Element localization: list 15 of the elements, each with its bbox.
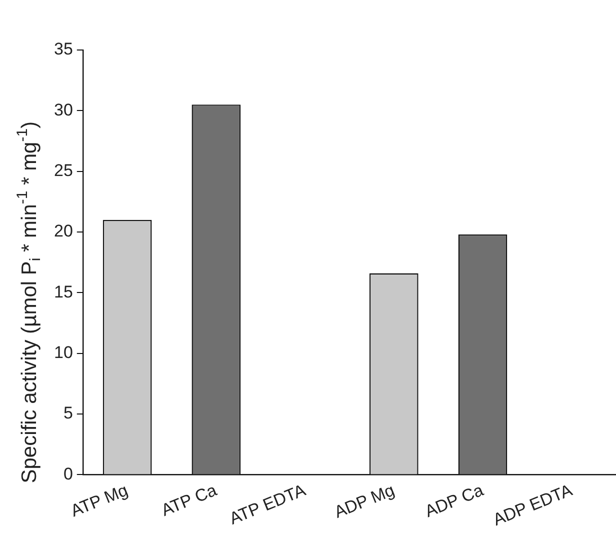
- y-tick-label: 10: [54, 343, 73, 362]
- x-tick-label: ATP Ca: [158, 480, 220, 520]
- y-tick-label: 0: [63, 464, 73, 484]
- y-tick-label: 20: [54, 222, 73, 241]
- y-tick-label: 5: [63, 404, 73, 423]
- y-tick-label: 25: [54, 161, 73, 180]
- y-tick-label: 15: [54, 282, 73, 302]
- x-tick-label: ATP Mg: [68, 480, 131, 521]
- y-axis-title: Specific activity (µmol Pi * min-1 * mg-1): [14, 121, 44, 484]
- x-tick-label: ADP Ca: [422, 480, 486, 522]
- x-tick-label: ATP EDTA: [226, 480, 309, 528]
- x-tick-label: ADP EDTA: [490, 480, 576, 530]
- y-tick-label: 35: [54, 40, 73, 59]
- y-tick-label: 30: [54, 100, 73, 120]
- x-tick-label: ADP Mg: [332, 480, 398, 522]
